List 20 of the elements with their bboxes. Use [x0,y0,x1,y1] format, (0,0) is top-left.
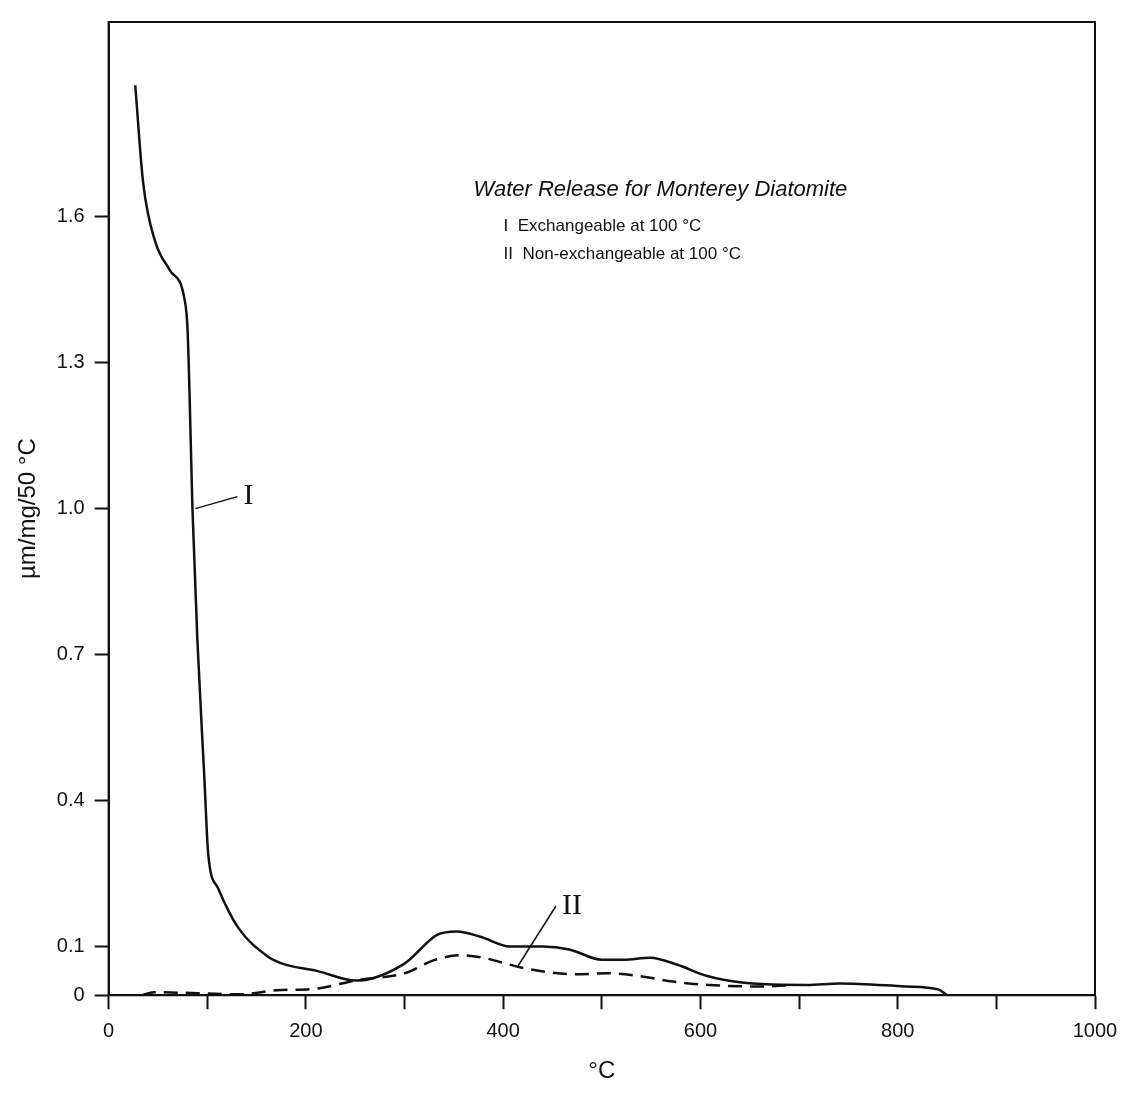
x-axis-title: °C [588,1056,616,1084]
y-axis-title: µm/mg/50 °C [13,438,41,579]
annotation: II Non-exchangeable at 100 °C [503,244,741,264]
y-tick-label: 0.1 [56,934,85,957]
x-tick-label: 0 [103,1018,115,1041]
x-tick-label: 400 [486,1018,520,1041]
x-tick-label: 200 [289,1018,323,1041]
y-tick-label: 1.6 [56,204,85,227]
y-tick-label: 0.4 [56,788,85,811]
y-tick-label: 1.0 [56,496,85,519]
x-tick-label: 600 [683,1018,718,1041]
annotation: I [243,477,254,511]
y-tick-label: 0.7 [56,642,85,665]
y-tick-label: 1.3 [56,350,85,373]
y-tick-label: 0 [73,982,85,1005]
text: Water Release for Monterey Diatomite [473,176,848,202]
annotation: II [561,886,582,920]
x-tick-label: 800 [881,1018,915,1041]
x-tick-label: 1000 [1072,1018,1118,1041]
annotation: I Exchangeable at 100 °C [503,216,702,236]
